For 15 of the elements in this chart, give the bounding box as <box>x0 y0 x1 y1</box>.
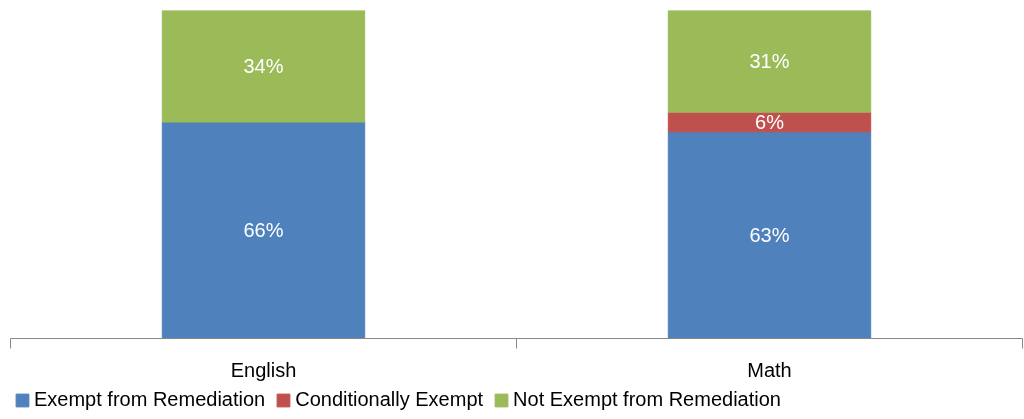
bar <box>161 10 366 123</box>
legend-label: Conditionally Exempt <box>295 388 484 411</box>
x-tick-label: Math <box>747 358 792 381</box>
data-label: 6% <box>755 111 785 134</box>
data-label: 66% <box>243 219 284 242</box>
legend-label: Exempt from Remediation <box>34 388 266 411</box>
data-label: 31% <box>749 50 790 73</box>
bar <box>161 121 366 339</box>
bar <box>667 111 872 133</box>
bar <box>667 10 872 113</box>
data-label: 34% <box>243 55 284 78</box>
x-tick-label: English <box>230 358 297 381</box>
legend-label: Not Exempt from Remediation <box>513 388 781 411</box>
bar <box>667 131 872 339</box>
data-label: 63% <box>749 224 790 247</box>
